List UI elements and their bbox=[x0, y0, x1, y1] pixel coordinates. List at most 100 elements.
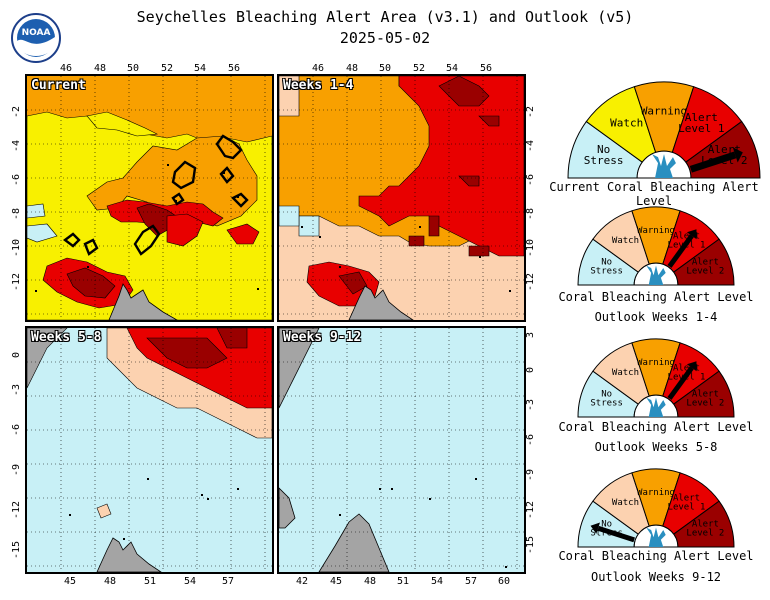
gauge-caption: Current Coral Bleaching Alert Level bbox=[549, 180, 759, 208]
gauge-label: Warning bbox=[637, 358, 675, 368]
tick-label: -2 bbox=[11, 105, 22, 119]
alert1-area bbox=[226, 223, 260, 245]
tick-label: 54 bbox=[184, 576, 197, 587]
tick-label: 52 bbox=[413, 63, 426, 74]
island bbox=[201, 494, 203, 496]
gauge-label: Warning bbox=[637, 226, 675, 236]
alert-map-weeks-9-12 bbox=[279, 328, 524, 572]
alert-map-current bbox=[27, 76, 272, 320]
island bbox=[505, 566, 507, 568]
tick-label: 46 bbox=[312, 63, 325, 74]
panel-label: Weeks 1-4 bbox=[283, 78, 354, 93]
tick-label: 46 bbox=[60, 63, 73, 74]
alert2-area bbox=[428, 215, 440, 237]
island bbox=[257, 288, 259, 290]
outlook-watch-area bbox=[96, 503, 112, 519]
tick-label: -8 bbox=[11, 207, 22, 221]
alert2-area bbox=[478, 115, 500, 127]
no-stress-area bbox=[27, 203, 46, 219]
gauge-caption: Coral Bleaching Alert Level bbox=[558, 420, 754, 434]
gauge-needle bbox=[689, 151, 737, 173]
tick-label: -12 bbox=[11, 500, 22, 520]
tick-label: 54 bbox=[431, 576, 444, 587]
tick-label: -9 bbox=[525, 468, 536, 482]
gauge-needle bbox=[667, 234, 694, 268]
land-mass bbox=[348, 285, 414, 320]
gauge-caption: Coral Bleaching Alert Level bbox=[558, 290, 754, 304]
tick-label: -12 bbox=[525, 272, 536, 292]
gauge-label: Watch bbox=[612, 236, 639, 246]
island bbox=[429, 498, 431, 500]
alert-contour bbox=[133, 224, 161, 256]
alert-map-weeks-1-4 bbox=[279, 76, 524, 320]
alert-contour bbox=[215, 134, 243, 160]
gauge-label: Watch bbox=[612, 498, 639, 508]
tick-label: -4 bbox=[525, 139, 536, 153]
island bbox=[379, 488, 381, 490]
gauge-caption-sub: Outlook Weeks 1-4 bbox=[594, 310, 718, 324]
tick-label: 42 bbox=[296, 576, 309, 587]
land-mass bbox=[27, 328, 68, 389]
alert2-area bbox=[216, 328, 248, 349]
island bbox=[207, 498, 209, 500]
noaa-logo: NOAA bbox=[11, 13, 61, 63]
alert-contour bbox=[230, 192, 249, 208]
island bbox=[475, 478, 477, 480]
tick-label: 48 bbox=[364, 576, 377, 587]
land-mass bbox=[318, 513, 390, 572]
gauge-needle bbox=[597, 525, 635, 543]
panel-label: Weeks 5-8 bbox=[31, 330, 102, 345]
tick-label: -6 bbox=[11, 423, 22, 437]
gauge-label: Watch bbox=[612, 368, 639, 378]
coral-icon bbox=[646, 527, 666, 547]
panel-label: Current bbox=[31, 78, 86, 93]
island bbox=[223, 172, 225, 174]
tick-label: -10 bbox=[525, 238, 536, 258]
gauge-label: Alert Level 1 bbox=[678, 111, 724, 135]
tick-label: 48 bbox=[346, 63, 359, 74]
island bbox=[147, 478, 149, 480]
tick-label: -9 bbox=[11, 463, 22, 477]
page-date: 2025-05-02 bbox=[339, 29, 431, 47]
tick-label: -15 bbox=[11, 540, 22, 560]
tick-label: -12 bbox=[11, 272, 22, 292]
island bbox=[87, 266, 89, 268]
island bbox=[479, 256, 481, 258]
map-panel-current: Current bbox=[25, 74, 274, 322]
no-stress-area bbox=[279, 205, 300, 227]
tick-label: -3 bbox=[525, 398, 536, 412]
gauge-needle bbox=[667, 366, 694, 400]
tick-label: 45 bbox=[330, 576, 343, 587]
tick-label: 45 bbox=[64, 576, 77, 587]
tick-label: -10 bbox=[11, 238, 22, 258]
no-stress-area bbox=[279, 328, 524, 572]
gauge-caption-sub: Outlook Weeks 9-12 bbox=[590, 570, 722, 584]
island bbox=[339, 266, 341, 268]
tick-label: 52 bbox=[161, 63, 174, 74]
island bbox=[175, 200, 177, 202]
svg-text:NOAA: NOAA bbox=[22, 28, 51, 38]
land-mass bbox=[108, 283, 178, 320]
map-panel-weeks-1-4: Weeks 1-4 bbox=[277, 74, 526, 322]
watch-area bbox=[86, 111, 159, 137]
map-panel-weeks-9-12: Weeks 9-12 bbox=[277, 326, 526, 574]
tick-label: 48 bbox=[94, 63, 107, 74]
gauge-needle-head bbox=[686, 361, 697, 372]
alert2-area bbox=[458, 175, 480, 187]
island bbox=[35, 290, 37, 292]
island bbox=[339, 514, 341, 516]
island bbox=[237, 196, 239, 198]
alert-map-weeks-5-8 bbox=[27, 328, 272, 572]
island bbox=[319, 236, 321, 238]
island bbox=[419, 226, 421, 228]
tick-label: -12 bbox=[525, 500, 536, 520]
tick-label: 57 bbox=[465, 576, 478, 587]
